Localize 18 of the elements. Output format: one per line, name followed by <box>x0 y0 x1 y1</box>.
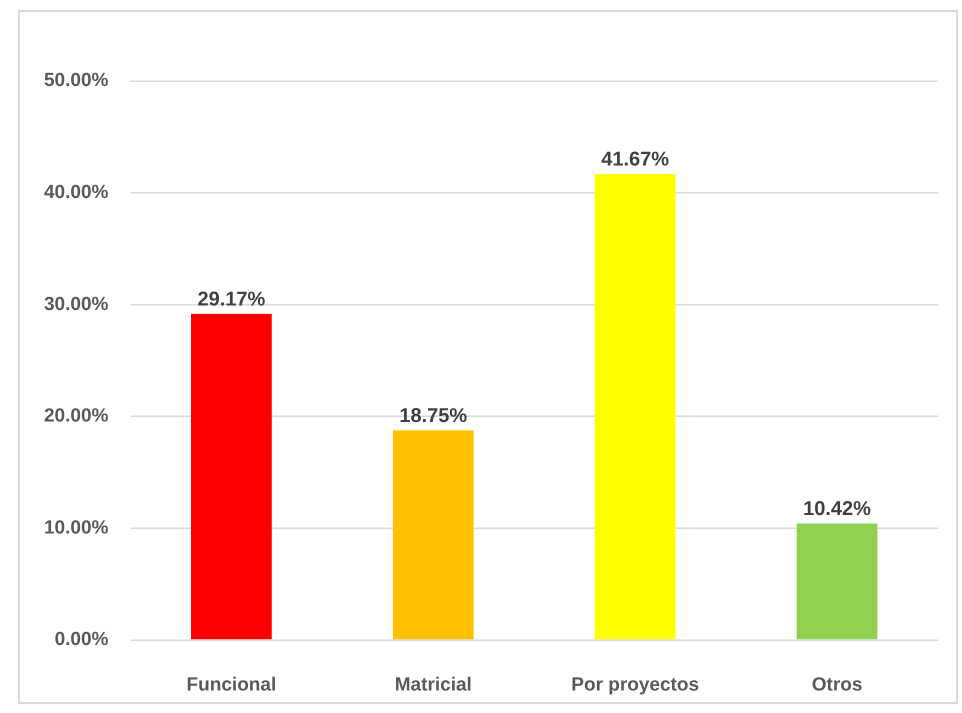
bar <box>392 430 474 640</box>
y-tick-label: 10.00% <box>44 517 109 538</box>
data-label: 18.75% <box>399 404 468 427</box>
data-label: 41.67% <box>601 148 670 171</box>
y-tick-label: 40.00% <box>44 182 109 204</box>
y-tick-label: 30.00% <box>44 294 109 315</box>
x-tick-label: Matricial <box>394 674 472 696</box>
y-tick-label: 0.00% <box>54 629 109 650</box>
data-label: 29.17% <box>197 288 266 310</box>
x-tick-label: Funcional <box>186 674 276 696</box>
y-tick-label: 20.00% <box>44 406 109 427</box>
bar <box>191 314 272 640</box>
bar <box>796 524 878 640</box>
bar <box>594 174 676 640</box>
y-tick-label: 50.00% <box>44 70 109 92</box>
x-tick-label: Otros <box>812 674 862 696</box>
x-tick-label: Por proyectos <box>571 674 700 696</box>
data-label: 10.42% <box>803 498 872 520</box>
